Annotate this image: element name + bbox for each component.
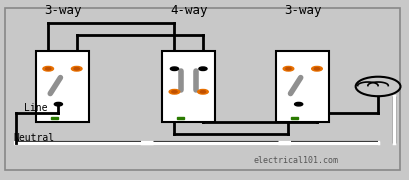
- Circle shape: [170, 67, 178, 71]
- Text: 3-way: 3-way: [283, 4, 321, 17]
- Text: Line: Line: [24, 103, 47, 113]
- Circle shape: [314, 68, 319, 70]
- Bar: [290, 117, 297, 119]
- Text: 4-way: 4-way: [170, 4, 207, 17]
- Bar: [176, 117, 184, 119]
- Circle shape: [355, 77, 400, 96]
- Circle shape: [54, 102, 62, 106]
- Circle shape: [198, 67, 207, 71]
- Bar: [51, 117, 58, 119]
- Circle shape: [71, 66, 82, 71]
- Text: 3-way: 3-way: [44, 4, 81, 17]
- Circle shape: [43, 66, 54, 71]
- Text: Neutral: Neutral: [13, 133, 54, 143]
- Bar: [276, 51, 328, 122]
- Bar: [36, 51, 89, 122]
- Circle shape: [169, 89, 179, 94]
- Circle shape: [283, 66, 293, 71]
- Circle shape: [200, 91, 205, 93]
- Text: electrical101.com: electrical101.com: [253, 156, 338, 165]
- Circle shape: [74, 68, 79, 70]
- Circle shape: [171, 91, 177, 93]
- Bar: [162, 51, 215, 122]
- Circle shape: [285, 68, 290, 70]
- Circle shape: [311, 66, 321, 71]
- Circle shape: [45, 68, 51, 70]
- Circle shape: [197, 89, 208, 94]
- Circle shape: [294, 102, 302, 106]
